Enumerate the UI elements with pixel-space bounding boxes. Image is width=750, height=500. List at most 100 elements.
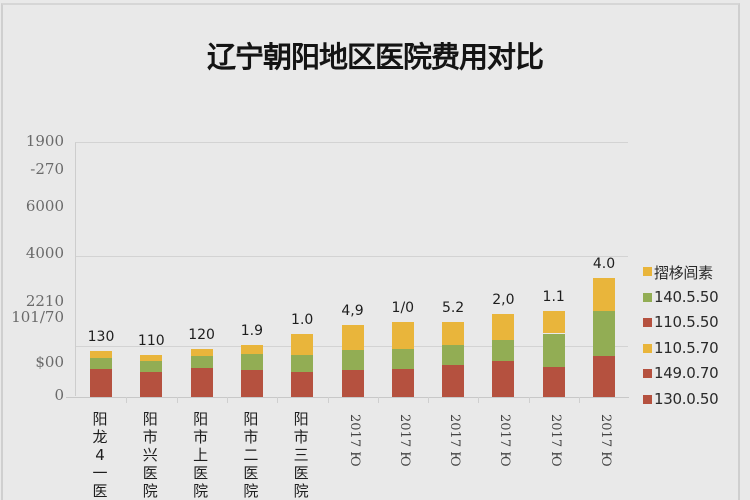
x-tick-label-text: 2017 Ю [547, 414, 563, 467]
legend-swatch-icon [643, 369, 652, 378]
bar-value-label: 1.9 [240, 322, 264, 339]
x-tick-label-text: 2017 Ю [346, 414, 362, 467]
bar-segment [240, 353, 263, 371]
legend-swatch-icon [643, 292, 652, 302]
bar-segment [391, 322, 414, 349]
x-tick-mark [478, 397, 480, 403]
bar-segment [391, 348, 414, 370]
bar-segment [391, 369, 414, 397]
bar-value-label: 120 [188, 326, 215, 343]
bar-value-label: 1.1 [542, 288, 565, 305]
bar-segment [90, 357, 112, 370]
bar-segment [492, 361, 515, 397]
bar-segment [442, 365, 465, 397]
bar-value-label: 4,9 [341, 302, 364, 319]
x-tick-mark [176, 397, 178, 403]
legend-swatch-icon [643, 394, 652, 404]
bar-value-label: 4.0 [592, 255, 616, 272]
stacked-bar[interactable] [442, 322, 465, 397]
bar-segment [542, 333, 565, 367]
bar-segment [291, 333, 314, 356]
y-tick-label: 6000 [25, 197, 64, 215]
y-tick-label: 101/70 [11, 308, 64, 326]
bar-value-label: 5.2 [441, 300, 465, 317]
bar-segment [542, 366, 565, 397]
x-tick-label: 2017 Ю [593, 414, 613, 484]
x-tick-label: 2017 Ю [492, 414, 512, 484]
legend-label: 摺栘闾素 [654, 264, 713, 282]
bar-segment [442, 322, 465, 345]
x-tick-label: 阳市三医院 [293, 410, 309, 500]
bar-segment [190, 367, 213, 397]
gridline [76, 256, 628, 257]
x-tick-mark [428, 397, 430, 403]
x-tick-mark [377, 397, 379, 403]
bar-segment [90, 351, 112, 358]
bar-value-label: 2,0 [492, 292, 515, 309]
bar-segment [492, 314, 515, 340]
bar-segment [593, 356, 615, 397]
x-tick-label-text: 2017 Ю [598, 414, 613, 467]
bar-segment [341, 370, 364, 397]
y-tick-label: 2210 [25, 292, 64, 310]
plot-area: 130 110 120 1.9 1.0 4,9 1/0 5.2 2,0 1.1 4.0 [66, 142, 629, 403]
x-tick-label: 2017 Ю [442, 414, 462, 484]
x-tick-mark [277, 397, 279, 403]
bar-value-label: 1/0 [391, 300, 415, 317]
y-tick-label: 0 [54, 386, 64, 404]
legend-label: 110.5.50 [654, 313, 719, 331]
x-tick-mark [327, 397, 329, 403]
stacked-bar[interactable] [90, 351, 112, 397]
legend-swatch-icon [643, 318, 652, 327]
legend-label: 149.0.70 [654, 364, 719, 382]
legend-label: 110.5.70 [654, 338, 719, 357]
x-tick-label-text: 2017 Ю [497, 414, 513, 467]
x-axis-line [66, 397, 629, 398]
y-tick-label: 1900 [25, 132, 64, 150]
bar-segment [240, 370, 263, 397]
bar-segment [140, 361, 163, 372]
bar-segment [140, 371, 163, 397]
x-tick-mark [579, 397, 580, 403]
bar-value-label: 110 [137, 333, 165, 350]
bar-value-label: 130 [87, 329, 115, 346]
bar-segment [341, 350, 364, 371]
x-tick-label: 2017 Ю [543, 414, 563, 484]
bar-segment [442, 344, 465, 366]
bar-segment [542, 310, 565, 334]
x-tick-label-text: 2017 Ю [396, 414, 412, 467]
x-tick-mark [126, 397, 128, 403]
x-tick-label: 阳龙4一医 [92, 410, 108, 500]
stacked-bar[interactable] [291, 333, 314, 397]
stacked-bar[interactable] [492, 314, 515, 397]
stacked-bar[interactable] [391, 322, 414, 397]
bar-segment [90, 369, 112, 397]
bar-segment [240, 344, 263, 354]
bar-segment [190, 348, 213, 357]
stacked-bar[interactable] [593, 277, 615, 397]
y-tick-label: $00 [35, 353, 64, 371]
chart-title: 辽宁朝阳地区医院费用对比 [206, 40, 544, 74]
x-tick-label-text: 2017 Ю [447, 414, 463, 467]
stacked-bar[interactable] [240, 344, 263, 397]
stacked-bar[interactable] [542, 310, 565, 397]
x-tick-mark [226, 397, 228, 403]
x-tick-label: 阳市二医院 [243, 410, 259, 500]
y-tick-label: 4000 [25, 244, 64, 262]
bar-segment [140, 355, 163, 362]
legend-label: 130.0.50 [654, 389, 719, 408]
bar-segment [593, 277, 615, 311]
bar-segment [492, 339, 515, 362]
stacked-bar[interactable] [140, 355, 163, 397]
bar-value-label: 1.0 [291, 311, 314, 328]
stacked-bar[interactable] [341, 324, 364, 397]
x-tick-label: 阳市兴医院 [142, 410, 158, 500]
chart-frame [1, 3, 740, 500]
y-tick-label: -270 [30, 160, 64, 178]
stacked-bar[interactable] [190, 348, 213, 397]
legend-label: 140.5.50 [654, 287, 719, 306]
x-tick-mark [528, 397, 530, 403]
legend-swatch-icon [643, 343, 652, 353]
bar-segment [593, 310, 615, 357]
x-tick-label: 2017 Ю [392, 414, 412, 484]
